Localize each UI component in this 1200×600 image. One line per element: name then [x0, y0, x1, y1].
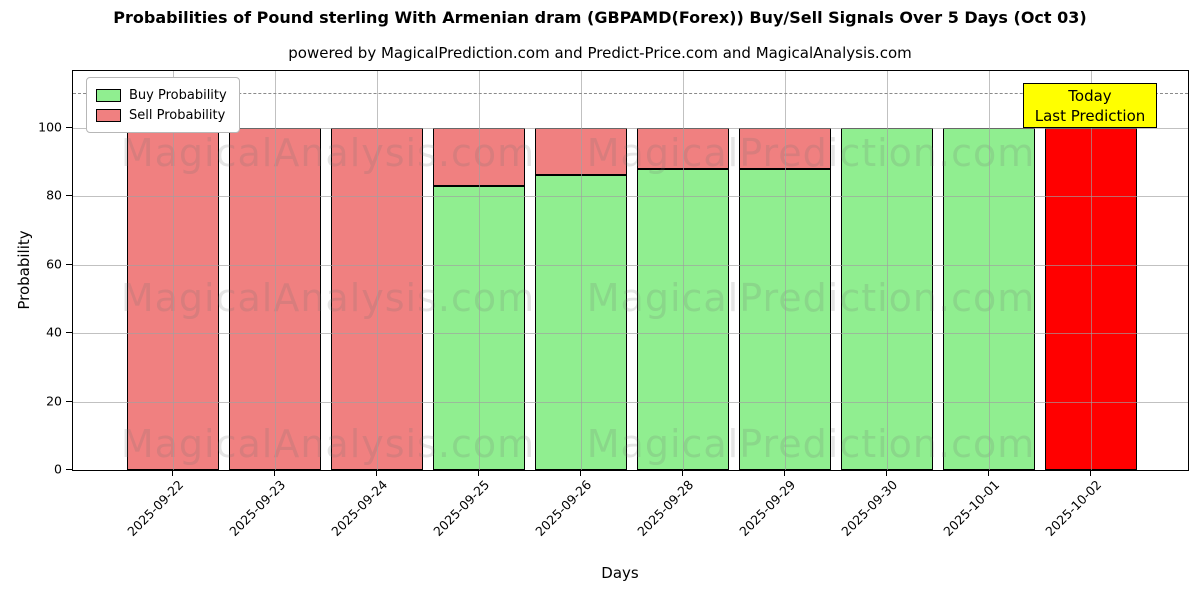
x-tick [274, 470, 275, 476]
watermark-text: MagicalPrediction.com [586, 276, 1036, 320]
x-tick-label: 2025-09-26 [532, 477, 595, 539]
y-tick [66, 263, 72, 265]
x-gridline [785, 71, 786, 470]
x-axis-label: Days [601, 564, 639, 582]
watermark-text: MagicalPrediction.com [586, 422, 1036, 466]
x-gridline [1091, 71, 1092, 470]
x-gridline [989, 71, 990, 470]
x-tick [682, 470, 683, 476]
y-tick [66, 332, 72, 333]
legend-entry-buy: Buy Probability [96, 85, 227, 105]
y-tick [66, 400, 72, 402]
legend-label-buy: Buy Probability [129, 87, 227, 103]
y-gridline [73, 127, 1188, 129]
y-tick-label: 80 [46, 187, 62, 203]
y-gridline [73, 333, 1188, 334]
x-tick [478, 470, 479, 476]
x-tick [376, 470, 377, 476]
x-tick-label: 2025-09-23 [226, 477, 289, 539]
x-gridline [887, 71, 888, 470]
x-tick [886, 470, 887, 476]
sell-swatch-icon [96, 108, 121, 122]
watermark-text: MagicalPrediction.com [586, 131, 1036, 175]
x-tick [784, 470, 785, 476]
x-tick-label: 2025-10-01 [940, 477, 1003, 539]
legend: Buy Probability Sell Probability [86, 77, 240, 133]
x-tick-label: 2025-10-02 [1042, 477, 1105, 539]
x-tick-label: 2025-09-24 [328, 477, 391, 539]
x-tick [988, 470, 989, 476]
x-tick-label: 2025-09-29 [736, 477, 799, 539]
today-annotation-line1: Today [1068, 86, 1112, 105]
x-tick-label: 2025-09-22 [124, 477, 187, 539]
x-gridline [377, 71, 378, 470]
y-gridline [73, 264, 1188, 266]
y-gridline [73, 401, 1188, 403]
x-gridline [683, 71, 684, 470]
x-gridline [581, 71, 582, 470]
legend-entry-sell: Sell Probability [96, 105, 227, 125]
x-tick [1090, 470, 1091, 476]
x-tick-label: 2025-09-30 [838, 477, 901, 539]
y-gridline [73, 196, 1188, 197]
y-tick [66, 126, 72, 128]
y-tick-label: 0 [54, 461, 62, 477]
x-tick [172, 470, 173, 476]
today-annotation: Today Last Prediction [1023, 83, 1157, 128]
x-tick-label: 2025-09-25 [430, 477, 493, 539]
plot-area: MagicalAnalysis.com MagicalPrediction.com… [72, 70, 1189, 471]
x-gridline [275, 71, 276, 470]
buy-swatch-icon [96, 88, 121, 102]
dashed-threshold-line [73, 93, 1188, 95]
legend-label-sell: Sell Probability [129, 107, 226, 123]
y-tick-label: 60 [46, 256, 62, 271]
chart-title: Probabilities of Pound sterling With Arm… [113, 8, 1087, 27]
y-tick-label: 100 [38, 119, 62, 134]
x-tick-label: 2025-09-28 [634, 477, 697, 539]
x-gridline [479, 71, 480, 470]
chart-subtitle: powered by MagicalPrediction.com and Pre… [288, 44, 912, 62]
watermark-text: MagicalAnalysis.com [120, 422, 536, 466]
y-tick-label: 20 [46, 393, 62, 408]
y-tick [66, 469, 72, 470]
watermark-text: MagicalAnalysis.com [120, 276, 536, 320]
today-annotation-line2: Last Prediction [1034, 106, 1146, 125]
x-gridline [173, 71, 174, 470]
x-tick [580, 470, 581, 476]
y-tick-label: 40 [46, 324, 62, 340]
y-tick [66, 195, 72, 196]
watermark-text: MagicalAnalysis.com [120, 131, 536, 175]
